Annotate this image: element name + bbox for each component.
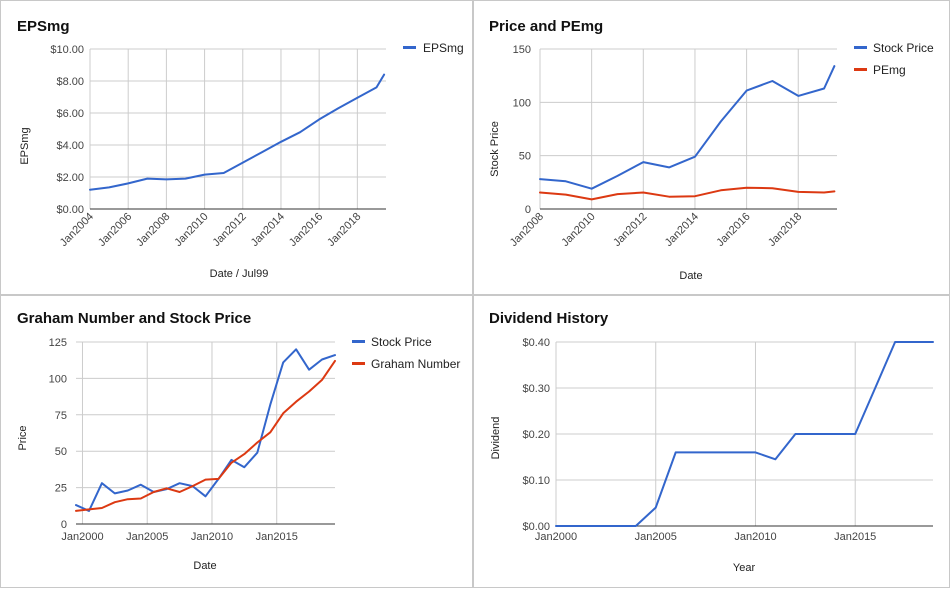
series-line-pemg bbox=[539, 186, 836, 201]
y-tick-label: $4.00 bbox=[56, 140, 84, 152]
y-tick-label: $6.00 bbox=[56, 108, 84, 120]
x-tick-label: Jan2015 bbox=[256, 531, 298, 543]
y-tick-label: 75 bbox=[55, 410, 67, 422]
y-tick-label: $0.00 bbox=[522, 521, 550, 533]
x-tick-label: Jan2005 bbox=[126, 531, 168, 543]
y-tick-label: 0 bbox=[61, 519, 67, 531]
legend-swatch-epsmg bbox=[403, 46, 416, 49]
dividend-chart-marks bbox=[555, 341, 934, 527]
legend-label-pemg: PEmg bbox=[873, 63, 906, 77]
y-tick-label: $0.30 bbox=[522, 383, 550, 395]
series-line-stock-price bbox=[539, 65, 836, 190]
legend-swatch-stock-price bbox=[352, 340, 365, 343]
x-tick-label: Jan2010 bbox=[734, 531, 776, 543]
y-tick-label: 50 bbox=[519, 151, 531, 163]
x-tick-label: Jan2016 bbox=[714, 211, 752, 249]
x-tick-label: Jan2012 bbox=[611, 211, 649, 249]
graham-chart-legend: Stock Price Graham Number bbox=[352, 335, 460, 371]
y-tick-label: 125 bbox=[49, 337, 67, 349]
y-tick-label: 100 bbox=[513, 97, 531, 109]
price-pe-chart-panel: Price and PEmg 0 50 100 150 Jan2008 Jan2010 Ja… bbox=[473, 0, 950, 295]
y-tick-label: 100 bbox=[49, 373, 67, 385]
x-tick-label: Jan2010 bbox=[559, 211, 597, 249]
y-tick-label: 150 bbox=[513, 44, 531, 56]
x-tick-label: Jan2010 bbox=[191, 531, 233, 543]
dividend-chart-x-axis-label: Year bbox=[733, 562, 756, 574]
series-line-epsmg bbox=[89, 73, 386, 191]
y-tick-label: $10.00 bbox=[50, 44, 84, 56]
x-tick-label: Jan2000 bbox=[535, 531, 577, 543]
graham-chart-grid: 0 25 50 75 100 125 Jan2000 Jan2005 Jan2010 Jan201… bbox=[49, 337, 335, 543]
legend-label-stock-price: Stock Price bbox=[873, 41, 934, 55]
x-tick-label: Jan2005 bbox=[635, 531, 677, 543]
graham-chart-marks bbox=[75, 348, 336, 512]
price-pe-chart-marks bbox=[539, 65, 836, 201]
series-line-stock-price bbox=[75, 348, 336, 512]
x-tick-label: Jan2014 bbox=[249, 211, 287, 249]
eps-chart-panel: EPSmg $0.00 $2.00 $4.00 $6.00 $8.00 $10.00 Jan… bbox=[0, 0, 473, 295]
series-line-dividend bbox=[555, 341, 934, 527]
legend-swatch-pemg bbox=[854, 68, 867, 71]
y-tick-label: $8.00 bbox=[56, 76, 84, 88]
dividend-chart-y-axis-label: Dividend bbox=[490, 417, 502, 460]
y-tick-label: 25 bbox=[55, 483, 67, 495]
dividend-chart: Dividend History $0.00$0.10$0.20$0.30$0.… bbox=[489, 310, 934, 574]
y-tick-label: $0.00 bbox=[56, 204, 84, 216]
eps-chart-y-axis-label: EPSmg bbox=[19, 127, 31, 164]
graham-chart-y-axis-label: Price bbox=[17, 425, 29, 450]
x-tick-label: Jan2018 bbox=[325, 211, 363, 249]
eps-chart-marks bbox=[89, 73, 386, 191]
graham-chart: Graham Number and Stock Price 0 25 50 75 100… bbox=[17, 310, 460, 572]
x-tick-label: Jan2004 bbox=[58, 211, 96, 249]
y-tick-label: 0 bbox=[525, 204, 531, 216]
graham-chart-panel: Graham Number and Stock Price 0 25 50 75 100… bbox=[0, 295, 473, 588]
legend-label-stock-price: Stock Price bbox=[371, 335, 432, 349]
legend-label-epsmg: EPSmg bbox=[423, 41, 464, 55]
eps-chart-legend: EPSmg bbox=[403, 41, 464, 55]
x-tick-label: Jan2006 bbox=[96, 211, 134, 249]
eps-chart-title: EPSmg bbox=[17, 18, 70, 35]
eps-chart-x-axis-label: Date / Jul99 bbox=[210, 268, 269, 280]
y-tick-label: $0.40 bbox=[522, 337, 550, 349]
x-tick-label: Jan2018 bbox=[766, 211, 804, 249]
price-pe-chart: Price and PEmg 0 50 100 150 Jan2008 Jan2010 Ja… bbox=[489, 18, 934, 282]
legend-swatch-graham-number bbox=[352, 362, 365, 365]
x-tick-label: Jan2015 bbox=[834, 531, 876, 543]
graham-chart-x-axis-label: Date bbox=[193, 560, 216, 572]
x-tick-label: Jan2016 bbox=[287, 211, 325, 249]
dividend-chart-panel: Dividend History $0.00 $0.10 $0.20 $0.30 $0.… bbox=[473, 295, 950, 588]
price-pe-chart-title: Price and PEmg bbox=[489, 18, 603, 35]
eps-chart: EPSmg $0.00 $2.00 $4.00 $6.00 $8.00 $10.00 Jan… bbox=[17, 18, 464, 280]
legend-swatch-stock-price bbox=[854, 46, 867, 49]
x-tick-label: Jan2000 bbox=[61, 531, 103, 543]
x-tick-label: Jan2010 bbox=[172, 211, 210, 249]
graham-chart-title: Graham Number and Stock Price bbox=[17, 310, 251, 327]
price-pe-chart-legend: Stock Price PEmg bbox=[854, 41, 934, 77]
dividend-chart-title: Dividend History bbox=[489, 310, 609, 327]
legend-label-graham-number: Graham Number bbox=[371, 357, 460, 371]
price-pe-chart-x-axis-label: Date bbox=[679, 270, 702, 282]
x-tick-label: Jan2008 bbox=[508, 211, 546, 249]
x-tick-label: Jan2008 bbox=[134, 211, 172, 249]
dividend-chart-grid: $0.00 $0.10 $0.20 $0.30 $0.40 Jan2000 Jan2005 J… bbox=[522, 337, 933, 543]
y-tick-label: 50 bbox=[55, 446, 67, 458]
series-line-graham-number bbox=[75, 359, 336, 512]
x-tick-label: Jan2014 bbox=[663, 211, 701, 249]
y-tick-label: $2.00 bbox=[56, 172, 84, 184]
y-tick-label: $0.10 bbox=[522, 475, 550, 487]
price-pe-chart-y-axis-label: Stock Price bbox=[489, 121, 501, 177]
price-pe-chart-grid: 0 50 100 150 Jan2008 Jan2010 Jan2012 Jan2014 Jan… bbox=[508, 44, 837, 249]
y-tick-label: $0.20 bbox=[522, 429, 550, 441]
x-tick-label: Jan2012 bbox=[211, 211, 249, 249]
